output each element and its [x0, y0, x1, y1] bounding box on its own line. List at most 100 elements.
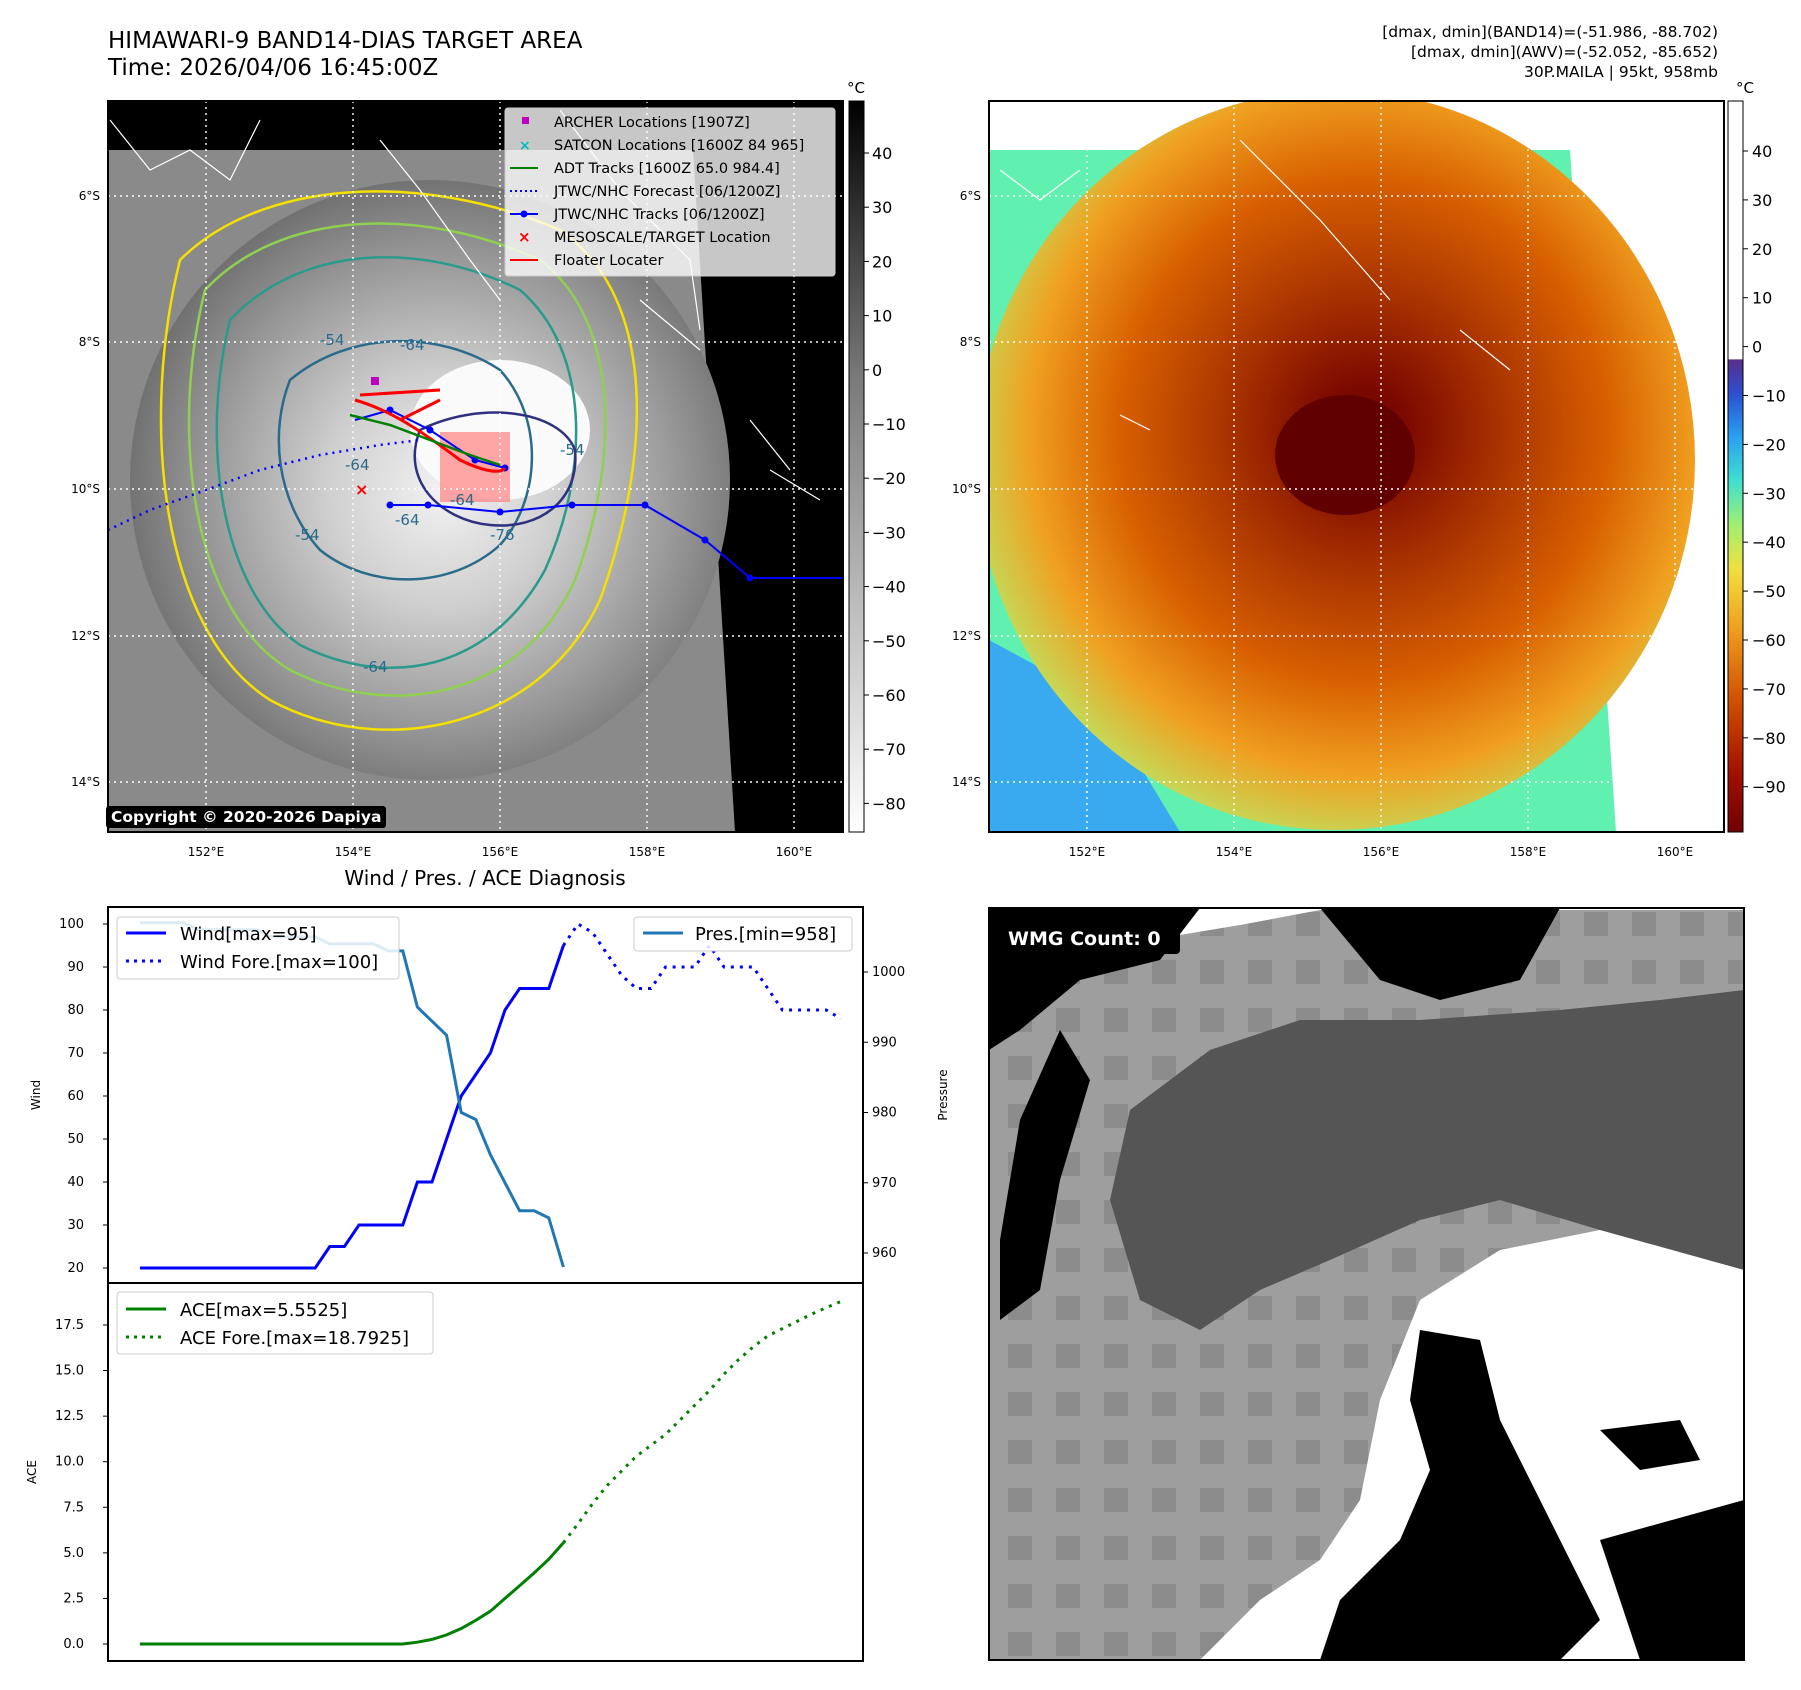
lon-label: 156°E: [1363, 845, 1400, 859]
contour-lightgreen: [187, 222, 607, 697]
lon-label: 158°E: [1510, 845, 1547, 859]
lon-label: 152°E: [188, 845, 225, 859]
legend-satcon: SATCON Locations [1600Z 84 965]: [554, 138, 804, 154]
awv-colorbar-unit: °C: [1736, 79, 1754, 97]
wind-tick-label: 60: [67, 1089, 84, 1104]
ir-map-panel: × -54 -64 -64 -64 -54 -64 -76 -64 -54: [108, 101, 843, 832]
legend-tracks-dot: [520, 210, 528, 218]
contour-darkteal: [277, 340, 534, 581]
pressure-tick-label: 960: [872, 1246, 897, 1261]
contour-label-8: -64: [450, 491, 475, 509]
pressure-legend: Pres.[min=958]: [633, 916, 853, 952]
ace-series-line: [140, 1541, 565, 1646]
ace-tick-label: 0.0: [63, 1637, 84, 1652]
lat-label: 14°S: [952, 775, 981, 789]
legend-target-marker: ×: [518, 228, 531, 246]
pressure-tick-label: 970: [872, 1176, 897, 1191]
legend-forecast: JTWC/NHC Forecast [06/1200Z]: [553, 184, 780, 200]
awv-colorbar-tick-label: −90: [1752, 778, 1786, 797]
lon-label: 160°E: [1657, 845, 1694, 859]
diagnosis-title: Wind / Pres. / ACE Diagnosis: [344, 866, 625, 890]
legend-ace: ACE[max=5.5525]: [180, 1300, 347, 1321]
lat-label: 14°S: [71, 775, 100, 789]
legend-wind: Wind[max=95]: [180, 924, 317, 945]
lon-label: 156°E: [482, 845, 519, 859]
contour-label-group: -54 -64 -64 -64 -54 -64 -76 -64 -54: [295, 331, 585, 676]
lat-label: 6°S: [960, 189, 981, 203]
wmg-black-top: [1320, 908, 1560, 1000]
ace-tick-label: 7.5: [63, 1500, 84, 1515]
floater-locater-track: [354, 388, 507, 473]
wmg-black-arc: [1000, 1030, 1090, 1320]
wmg-black-patch: [1600, 1420, 1700, 1470]
wind-tick-label: 20: [67, 1261, 84, 1276]
contour-label-7: -76: [490, 526, 515, 544]
figure-title: HIMAWARI-9 BAND14-DIAS TARGET AREA Time:…: [108, 28, 582, 82]
wmg-black-bottom: [1320, 1330, 1600, 1660]
jtwc-track: [390, 504, 843, 579]
target-marker: ×: [355, 480, 368, 499]
wmg-frame: [988, 907, 1745, 1661]
wmg-darkgray-region: [1110, 990, 1744, 1330]
stats-block: [dmax, dmin](BAND14)=(-51.986, -88.702) …: [1382, 22, 1718, 82]
lon-label: 154°E: [335, 845, 372, 859]
ir-colorbar-tick-label: −30: [872, 523, 906, 542]
contour-yellow: [159, 190, 638, 731]
ir-map-frame: [107, 100, 844, 833]
wind-axis-label: Wind: [29, 1080, 43, 1110]
wind-tick-label: 50: [67, 1132, 84, 1147]
lat-label: 12°S: [952, 629, 981, 643]
ace-tick-label: 5.0: [63, 1546, 84, 1561]
awv-colorbar-tick-label: 30: [1752, 191, 1772, 210]
wind-forecast-series-line: [562, 921, 842, 1020]
title-line-2: Time: 2026/04/06 16:45:00Z: [108, 55, 439, 81]
copyright-badge: Copyright © 2020-2026 Dapiya: [106, 806, 387, 828]
awv-colorbar-tick-label: −40: [1752, 533, 1786, 552]
legend-wind-fore: Wind Fore.[max=100]: [180, 952, 378, 973]
lon-label: 154°E: [1216, 845, 1253, 859]
ir-colorbar-tick-label: −20: [872, 469, 906, 488]
contour-label-3: -64: [345, 456, 370, 474]
awv-colorbar-tick-label: −20: [1752, 435, 1786, 454]
ir-colorbar-tick-label: 20: [872, 252, 892, 271]
ace-legend: ACE[max=5.5525] ACE Fore.[max=18.7925]: [116, 1291, 434, 1355]
contour-label-4: -64: [395, 511, 420, 529]
lat-label: 6°S: [79, 189, 100, 203]
ir-colorbar-unit: °C: [847, 79, 865, 97]
contour-label-2: -64: [400, 336, 425, 354]
ir-colorbar-tick-label: −70: [872, 740, 906, 759]
wmg-label-box: [1000, 922, 1180, 954]
lat-label: 8°S: [79, 335, 100, 349]
contour-indigo: [413, 411, 577, 527]
ir-colorbar-tick-label: −80: [872, 794, 906, 813]
awv-colorbar-tick-label: −10: [1752, 387, 1786, 406]
ir-colorbar-tick-label: −40: [872, 578, 906, 597]
lon-label: 160°E: [776, 845, 813, 859]
awv-coastlines: [999, 139, 1511, 431]
lat-label: 8°S: [960, 335, 981, 349]
pressure-axis-label: Pressure: [936, 1069, 950, 1120]
wind-tick-label: 100: [59, 917, 84, 932]
adt-track: [349, 413, 501, 467]
legend-satcon-marker: ×: [519, 138, 531, 154]
wind-tick-label: 70: [67, 1046, 84, 1061]
ace-tick-label: 2.5: [63, 1591, 84, 1606]
ace-tick-label: 15.0: [55, 1364, 84, 1379]
legend-ace-fore: ACE Fore.[max=18.7925]: [180, 1328, 409, 1349]
ir-colorbar-tick-label: 30: [872, 198, 892, 217]
awv-colorbar-tick-label: −60: [1752, 631, 1786, 650]
legend-archer: ARCHER Locations [1907Z]: [554, 115, 750, 131]
map-legend: ARCHER Locations [1907Z] × SATCON Locati…: [504, 107, 836, 277]
lon-label: 152°E: [1069, 845, 1106, 859]
legend-floater: Floater Locater: [554, 253, 663, 269]
awv-gridlines: [989, 101, 1724, 832]
wind-tick-label: 40: [67, 1175, 84, 1190]
awv-colorbar-tick-label: 0: [1752, 338, 1762, 357]
contour-label-5: -54: [295, 526, 320, 544]
ir-colorbar: °C 40 30 20 10 0 −10 −20 −30 −40 −50 −60 −70 −80: [847, 79, 906, 833]
archer-marker: [371, 377, 379, 385]
pressure-tick-label: 990: [872, 1035, 897, 1050]
ir-colorbar-tick-label: −10: [872, 415, 906, 434]
legend-adt: ADT Tracks [1600Z 65.0 984.4]: [554, 161, 780, 177]
